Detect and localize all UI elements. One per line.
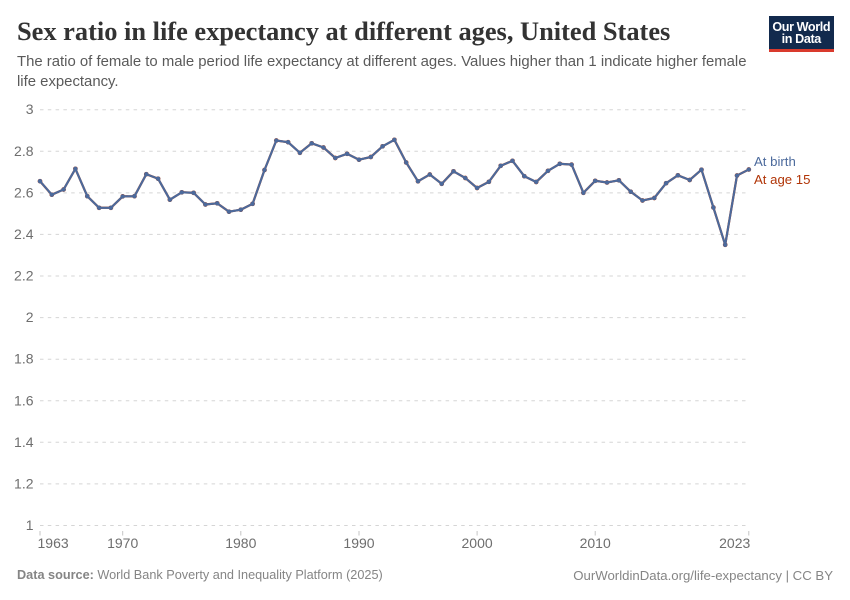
svg-text:2.4: 2.4 xyxy=(14,226,34,242)
svg-text:1980: 1980 xyxy=(225,535,256,551)
svg-text:1.4: 1.4 xyxy=(14,434,34,450)
svg-text:1: 1 xyxy=(26,517,34,533)
svg-text:1.2: 1.2 xyxy=(14,475,34,491)
svg-text:2023: 2023 xyxy=(719,535,750,551)
svg-text:1963: 1963 xyxy=(38,535,69,551)
svg-text:2000: 2000 xyxy=(462,535,493,551)
svg-text:2010: 2010 xyxy=(580,535,611,551)
svg-text:3: 3 xyxy=(26,101,34,117)
svg-text:1970: 1970 xyxy=(107,535,138,551)
svg-text:1990: 1990 xyxy=(343,535,374,551)
svg-text:2.2: 2.2 xyxy=(14,268,34,284)
svg-text:1.8: 1.8 xyxy=(14,351,34,367)
svg-text:2.6: 2.6 xyxy=(14,184,34,200)
svg-text:1.6: 1.6 xyxy=(14,392,34,408)
svg-text:2.8: 2.8 xyxy=(14,143,34,159)
svg-text:2: 2 xyxy=(26,309,34,325)
